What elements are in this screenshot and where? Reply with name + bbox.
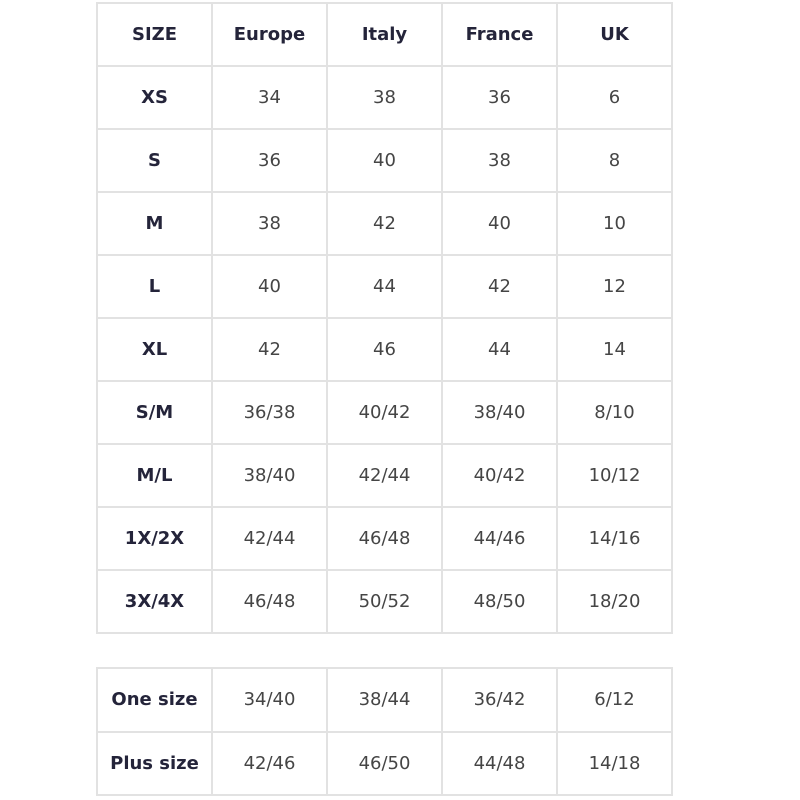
header-row: SIZE Europe Italy France UK (96, 2, 673, 67)
size-label-cell: L (96, 254, 213, 319)
size-label-cell: 3X/4X (96, 569, 213, 634)
size-value-cell: 6/12 (556, 667, 673, 733)
size-value-cell: 38 (441, 128, 558, 193)
column-header: Italy (326, 2, 443, 67)
table-row: 3X/4X 46/48 50/52 48/50 18/20 (96, 569, 673, 634)
size-value-cell: 42/46 (211, 730, 328, 796)
size-label-cell: M/L (96, 443, 213, 508)
table-row: S/M 36/38 40/42 38/40 8/10 (96, 380, 673, 445)
size-value-cell: 40 (441, 191, 558, 256)
size-value-cell: 46/48 (326, 506, 443, 571)
size-value-cell: 8/10 (556, 380, 673, 445)
column-header: France (441, 2, 558, 67)
size-value-cell: 6 (556, 65, 673, 130)
column-header: SIZE (96, 2, 213, 67)
size-value-cell: 38/44 (326, 667, 443, 733)
size-value-cell: 18/20 (556, 569, 673, 634)
size-value-cell: 14/16 (556, 506, 673, 571)
size-label-cell: S/M (96, 380, 213, 445)
size-value-cell: 50/52 (326, 569, 443, 634)
size-value-cell: 44 (326, 254, 443, 319)
size-value-cell: 36/38 (211, 380, 328, 445)
special-sizes-table: One size 34/40 38/44 36/42 6/12 Plus size 42/4… (96, 667, 673, 796)
size-value-cell: 42 (211, 317, 328, 382)
size-value-cell: 10 (556, 191, 673, 256)
size-value-cell: 46/50 (326, 730, 443, 796)
size-label-cell: XS (96, 65, 213, 130)
size-value-cell: 12 (556, 254, 673, 319)
size-value-cell: 38/40 (441, 380, 558, 445)
size-value-cell: 38 (326, 65, 443, 130)
size-value-cell: 44/48 (441, 730, 558, 796)
size-value-cell: 46/48 (211, 569, 328, 634)
size-value-cell: 40 (326, 128, 443, 193)
size-value-cell: 42 (441, 254, 558, 319)
size-label-cell: M (96, 191, 213, 256)
size-value-cell: 42/44 (211, 506, 328, 571)
size-value-cell: 36 (441, 65, 558, 130)
size-label-cell: 1X/2X (96, 506, 213, 571)
size-value-cell: 44/46 (441, 506, 558, 571)
size-label-cell: Plus size (96, 730, 213, 796)
table-row: L 40 44 42 12 (96, 254, 673, 319)
table-row: XS 34 38 36 6 (96, 65, 673, 130)
size-label-cell: One size (96, 667, 213, 733)
size-value-cell: 38 (211, 191, 328, 256)
size-label-cell: XL (96, 317, 213, 382)
size-value-cell: 46 (326, 317, 443, 382)
table-row: S 36 40 38 8 (96, 128, 673, 193)
column-header: UK (556, 2, 673, 67)
size-value-cell: 40 (211, 254, 328, 319)
size-value-cell: 44 (441, 317, 558, 382)
size-value-cell: 8 (556, 128, 673, 193)
size-value-cell: 10/12 (556, 443, 673, 508)
size-value-cell: 14 (556, 317, 673, 382)
size-value-cell: 42/44 (326, 443, 443, 508)
table-row: 1X/2X 42/44 46/48 44/46 14/16 (96, 506, 673, 571)
size-value-cell: 36 (211, 128, 328, 193)
size-value-cell: 36/42 (441, 667, 558, 733)
column-header: Europe (211, 2, 328, 67)
size-label-cell: S (96, 128, 213, 193)
size-value-cell: 34/40 (211, 667, 328, 733)
size-chart-table: SIZE Europe Italy France UK XS 34 38 36 6 S 36 40 38 8… (96, 2, 673, 634)
size-value-cell: 14/18 (556, 730, 673, 796)
size-value-cell: 48/50 (441, 569, 558, 634)
table-row: XL 42 46 44 14 (96, 317, 673, 382)
size-value-cell: 40/42 (326, 380, 443, 445)
table-row: M 38 42 40 10 (96, 191, 673, 256)
size-value-cell: 40/42 (441, 443, 558, 508)
size-value-cell: 34 (211, 65, 328, 130)
table-row: Plus size 42/46 46/50 44/48 14/18 (96, 730, 673, 796)
table-row: M/L 38/40 42/44 40/42 10/12 (96, 443, 673, 508)
size-value-cell: 38/40 (211, 443, 328, 508)
table-row: One size 34/40 38/44 36/42 6/12 (96, 667, 673, 733)
size-value-cell: 42 (326, 191, 443, 256)
